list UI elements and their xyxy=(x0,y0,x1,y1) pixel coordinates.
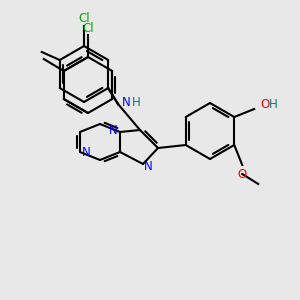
Text: N: N xyxy=(109,124,118,137)
Text: H: H xyxy=(132,97,140,110)
Text: Cl: Cl xyxy=(82,22,94,35)
Text: H: H xyxy=(269,98,278,112)
Text: Cl: Cl xyxy=(78,13,90,26)
Text: N: N xyxy=(122,97,130,110)
Text: O: O xyxy=(238,167,247,181)
Text: O: O xyxy=(260,98,269,112)
Text: N: N xyxy=(144,160,153,172)
Text: N: N xyxy=(82,146,91,160)
